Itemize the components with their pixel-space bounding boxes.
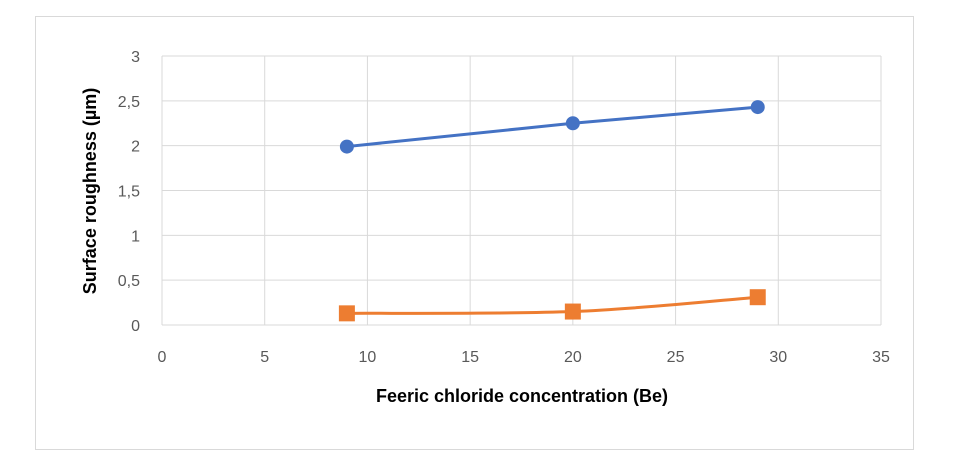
y-tick-labels: 0 0,5 1 1,5 2 2,5 3 (118, 49, 140, 335)
series-1-point (339, 139, 354, 154)
series-1-point (750, 100, 765, 115)
x-tick-label: 0 (158, 349, 167, 366)
x-tick-label: 35 (872, 349, 890, 366)
x-tick-label: 30 (769, 349, 787, 366)
x-tick-label: 5 (260, 349, 269, 366)
y-tick-label: 3 (131, 49, 140, 66)
x-tick-label: 25 (667, 349, 685, 366)
x-tick-labels: 0 5 10 15 20 25 30 35 (158, 349, 890, 366)
series-2-point (749, 289, 766, 306)
series-group (338, 100, 766, 322)
chart-frame (35, 16, 914, 450)
series-1-point (565, 116, 580, 131)
x-tick-label: 15 (461, 349, 479, 366)
y-tick-label: 2 (131, 139, 140, 156)
series-1-line (345, 105, 760, 149)
y-axis-title: Surface roughness (µm) (80, 88, 100, 294)
series-2-point (564, 303, 581, 320)
y-tick-label: 1 (131, 228, 140, 245)
y-tick-label: 1,5 (118, 184, 140, 201)
x-axis-title: Feeric chloride concentration (Be) (376, 386, 668, 406)
y-tick-label: 0,5 (118, 273, 140, 290)
series-2-point (338, 305, 355, 322)
y-tick-label: 2,5 (118, 94, 140, 111)
y-tick-label: 0 (131, 318, 140, 335)
x-tick-label: 20 (564, 349, 582, 366)
x-tick-label: 10 (359, 349, 377, 366)
grid (161, 55, 882, 326)
series-2-line (345, 295, 760, 315)
